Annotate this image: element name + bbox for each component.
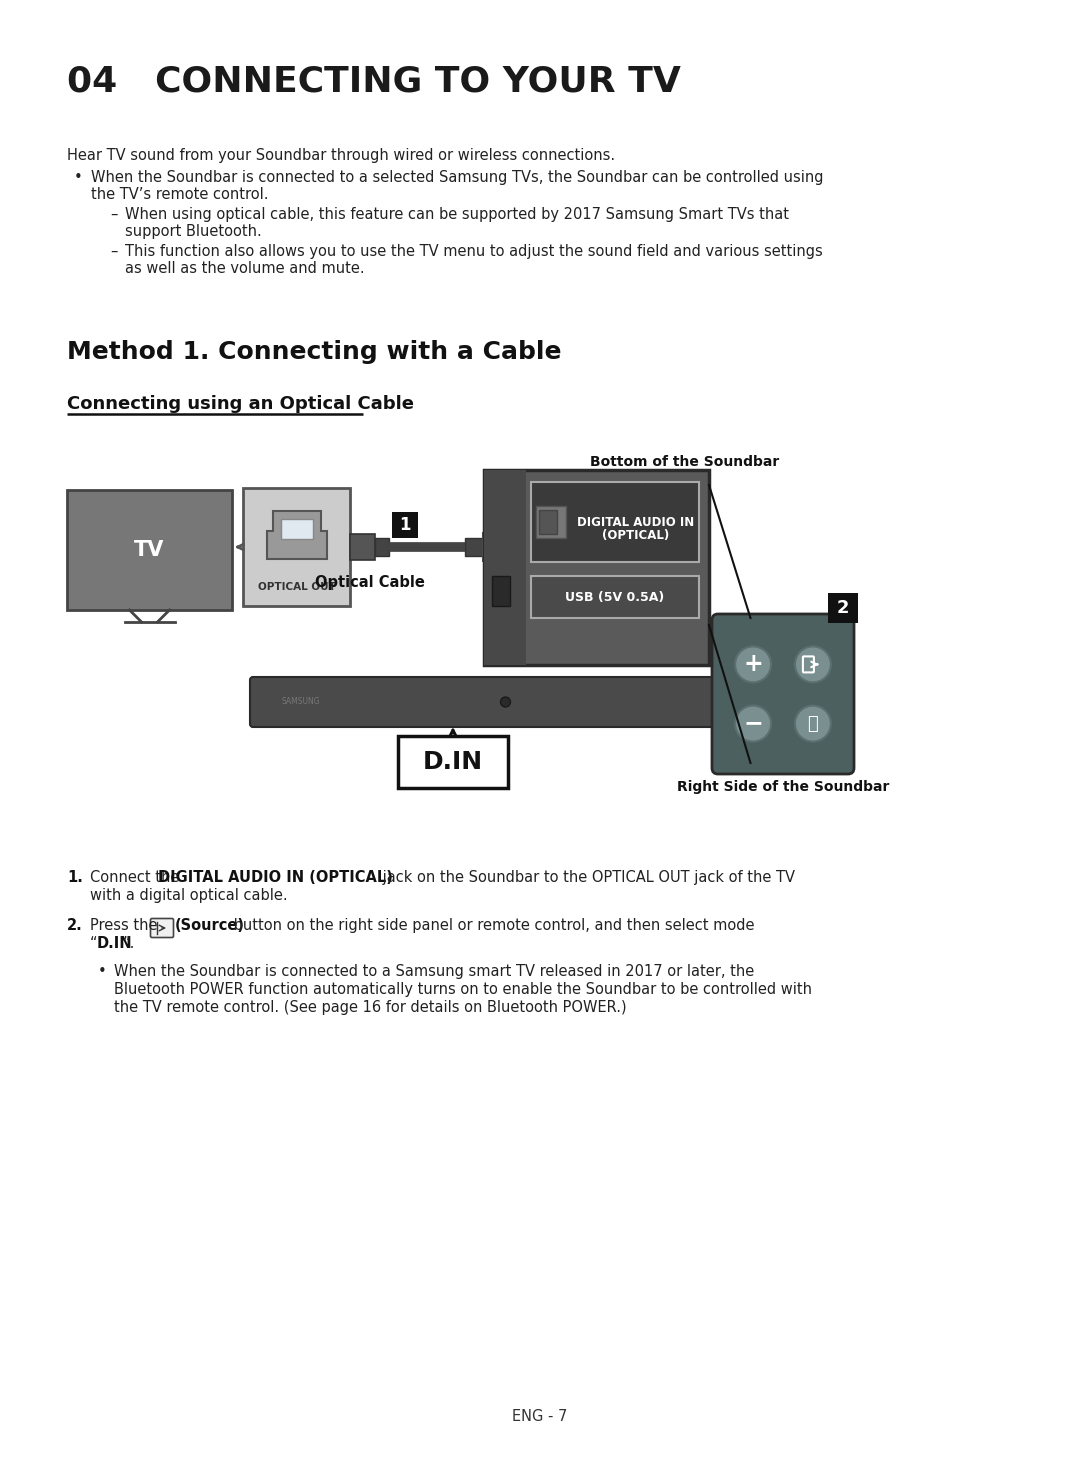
FancyBboxPatch shape	[536, 506, 566, 538]
Circle shape	[735, 646, 771, 682]
Text: −: −	[743, 711, 762, 735]
Polygon shape	[267, 512, 326, 559]
Text: DIGITAL AUDIO IN: DIGITAL AUDIO IN	[577, 516, 693, 528]
Text: SAMSUNG: SAMSUNG	[281, 698, 320, 707]
Text: Connect the: Connect the	[90, 870, 184, 884]
Text: When using optical cable, this feature can be supported by 2017 Samsung Smart TV: When using optical cable, this feature c…	[125, 207, 789, 222]
Circle shape	[735, 705, 771, 741]
FancyBboxPatch shape	[484, 470, 708, 666]
Polygon shape	[281, 519, 312, 540]
Text: D.IN: D.IN	[423, 750, 483, 774]
FancyBboxPatch shape	[350, 534, 375, 561]
Text: (OPTICAL): (OPTICAL)	[602, 529, 669, 543]
Text: Connecting using an Optical Cable: Connecting using an Optical Cable	[67, 395, 414, 413]
Text: (Source): (Source)	[175, 918, 245, 933]
Text: Bluetooth POWER function automatically turns on to enable the Soundbar to be con: Bluetooth POWER function automatically t…	[114, 982, 812, 997]
Text: OPTICAL OUT: OPTICAL OUT	[257, 583, 336, 592]
Text: When the Soundbar is connected to a selected Samsung TVs, the Soundbar can be co: When the Soundbar is connected to a sele…	[91, 170, 824, 185]
FancyBboxPatch shape	[483, 532, 513, 561]
Circle shape	[795, 705, 831, 741]
Text: as well as the volume and mute.: as well as the volume and mute.	[125, 260, 365, 277]
Text: ”.: ”.	[123, 936, 135, 951]
Text: Method 1. Connecting with a Cable: Method 1. Connecting with a Cable	[67, 340, 562, 364]
Text: •: •	[98, 964, 107, 979]
Text: ⏻: ⏻	[808, 714, 819, 732]
Text: TV: TV	[134, 540, 164, 561]
Text: –: –	[110, 207, 118, 222]
Text: Optical Cable: Optical Cable	[315, 575, 424, 590]
FancyBboxPatch shape	[150, 918, 174, 938]
Text: 2.: 2.	[67, 918, 83, 933]
Text: the TV’s remote control.: the TV’s remote control.	[91, 186, 269, 203]
Text: 2: 2	[837, 599, 849, 617]
Text: •: •	[75, 170, 83, 185]
FancyBboxPatch shape	[484, 470, 526, 666]
FancyBboxPatch shape	[531, 482, 699, 562]
FancyBboxPatch shape	[828, 593, 858, 623]
FancyBboxPatch shape	[67, 490, 232, 609]
FancyBboxPatch shape	[397, 737, 508, 788]
Text: When the Soundbar is connected to a Samsung smart TV released in 2017 or later, : When the Soundbar is connected to a Sams…	[114, 964, 754, 979]
Text: the TV remote control. (See page 16 for details on Bluetooth POWER.): the TV remote control. (See page 16 for …	[114, 1000, 626, 1015]
Circle shape	[500, 697, 511, 707]
Text: Press the: Press the	[90, 918, 162, 933]
FancyBboxPatch shape	[712, 614, 854, 774]
Text: DIGITAL AUDIO IN (OPTICAL): DIGITAL AUDIO IN (OPTICAL)	[158, 870, 393, 884]
Text: D.IN: D.IN	[97, 936, 133, 951]
FancyBboxPatch shape	[531, 575, 699, 618]
Text: with a digital optical cable.: with a digital optical cable.	[90, 887, 287, 904]
FancyBboxPatch shape	[492, 575, 510, 606]
Text: support Bluetooth.: support Bluetooth.	[125, 223, 261, 240]
Text: USB (5V 0.5A): USB (5V 0.5A)	[565, 590, 664, 603]
Text: jack on the Soundbar to the OPTICAL OUT jack of the TV: jack on the Soundbar to the OPTICAL OUT …	[378, 870, 795, 884]
Text: –: –	[110, 244, 118, 259]
Text: ENG - 7: ENG - 7	[512, 1409, 568, 1424]
FancyBboxPatch shape	[375, 538, 389, 556]
Text: 1: 1	[400, 516, 410, 534]
Text: This function also allows you to use the TV menu to adjust the sound field and v: This function also allows you to use the…	[125, 244, 823, 259]
Text: “: “	[90, 936, 97, 951]
FancyBboxPatch shape	[392, 512, 418, 538]
Text: 1.: 1.	[67, 870, 83, 884]
Text: Bottom of the Soundbar: Bottom of the Soundbar	[590, 456, 780, 469]
FancyBboxPatch shape	[465, 538, 483, 556]
Circle shape	[795, 646, 831, 682]
Text: Right Side of the Soundbar: Right Side of the Soundbar	[677, 779, 889, 794]
FancyBboxPatch shape	[539, 510, 557, 534]
Text: Hear TV sound from your Soundbar through wired or wireless connections.: Hear TV sound from your Soundbar through…	[67, 148, 616, 163]
Text: 04   CONNECTING TO YOUR TV: 04 CONNECTING TO YOUR TV	[67, 65, 680, 99]
FancyBboxPatch shape	[249, 677, 721, 728]
Text: button on the right side panel or remote control, and then select mode: button on the right side panel or remote…	[229, 918, 755, 933]
Text: +: +	[743, 652, 762, 676]
FancyBboxPatch shape	[243, 488, 350, 606]
